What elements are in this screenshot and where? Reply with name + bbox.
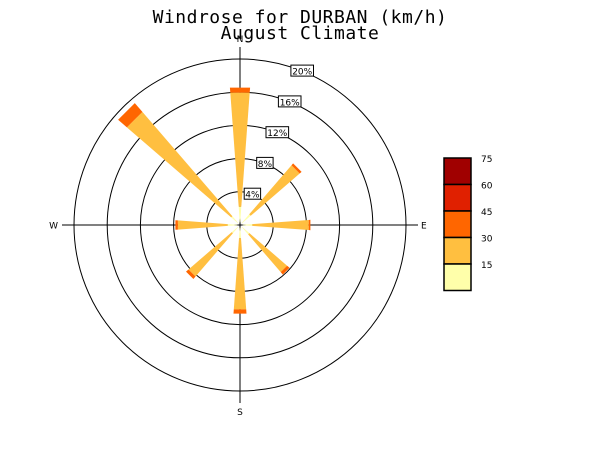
compass-label-s: S [237,408,243,418]
petal-ne-band-3 [291,163,302,174]
petal-n-band-2 [230,92,250,207]
svg-text:8%: 8% [258,160,273,170]
ring-label-12: 12% [265,126,290,139]
petal-se-band-2 [248,233,288,273]
svg-text:16%: 16% [280,98,300,108]
legend-swatch-45 [443,210,472,239]
petal-n-band-1 [238,206,242,223]
petal-sw-band-3 [186,269,196,279]
legend-label-75: 75 [481,155,492,165]
chart-title: Windrose for DURBAN (km/h) [152,7,448,28]
petal-ne-band-2 [249,165,300,216]
petal-e-band-1 [242,224,253,226]
petal-nw-band-3 [118,103,143,128]
petal-w-band-3 [175,220,178,230]
petal-w-band-2 [177,220,228,230]
legend-swatch-75 [443,157,472,186]
petal-w-band-1 [227,224,238,226]
ring-label-20: 20% [290,64,314,78]
petal-e-band-3 [308,219,311,231]
legend-label-45: 45 [481,208,492,218]
petal-sw-band-1 [231,226,239,234]
ring-label-16: 16% [277,95,302,108]
legend-swatch-30 [443,236,472,265]
petal-n-band-3 [229,87,251,93]
petal-se-band-1 [241,226,250,235]
svg-text:20%: 20% [292,68,312,78]
legend-label-30: 30 [481,235,493,245]
petal-se-band-3 [280,265,290,275]
chart-subtitle: August Climate [220,23,380,44]
svg-text:12%: 12% [267,129,287,139]
petal-nw-band-2 [126,111,233,218]
petal-ne-band-1 [241,214,251,224]
legend-label-15: 15 [481,261,492,271]
legend-label-60: 60 [481,182,493,192]
petal-e-band-2 [252,220,309,230]
compass-label-n: N [237,35,244,45]
petal-sw-band-2 [188,232,233,277]
petal-s-band-2 [233,238,247,310]
legend-swatch-15 [443,263,472,292]
petal-s-band-1 [239,227,241,239]
ring-label-8: 8% [256,156,274,170]
legend-swatch-60 [443,183,472,212]
compass-label-e: E [421,222,427,232]
ring-label-4: 4% [243,187,262,201]
petal-s-band-3 [233,309,247,314]
svg-text:4%: 4% [245,191,260,201]
petal-nw-band-1 [231,216,239,224]
compass-label-w: W [49,222,58,232]
